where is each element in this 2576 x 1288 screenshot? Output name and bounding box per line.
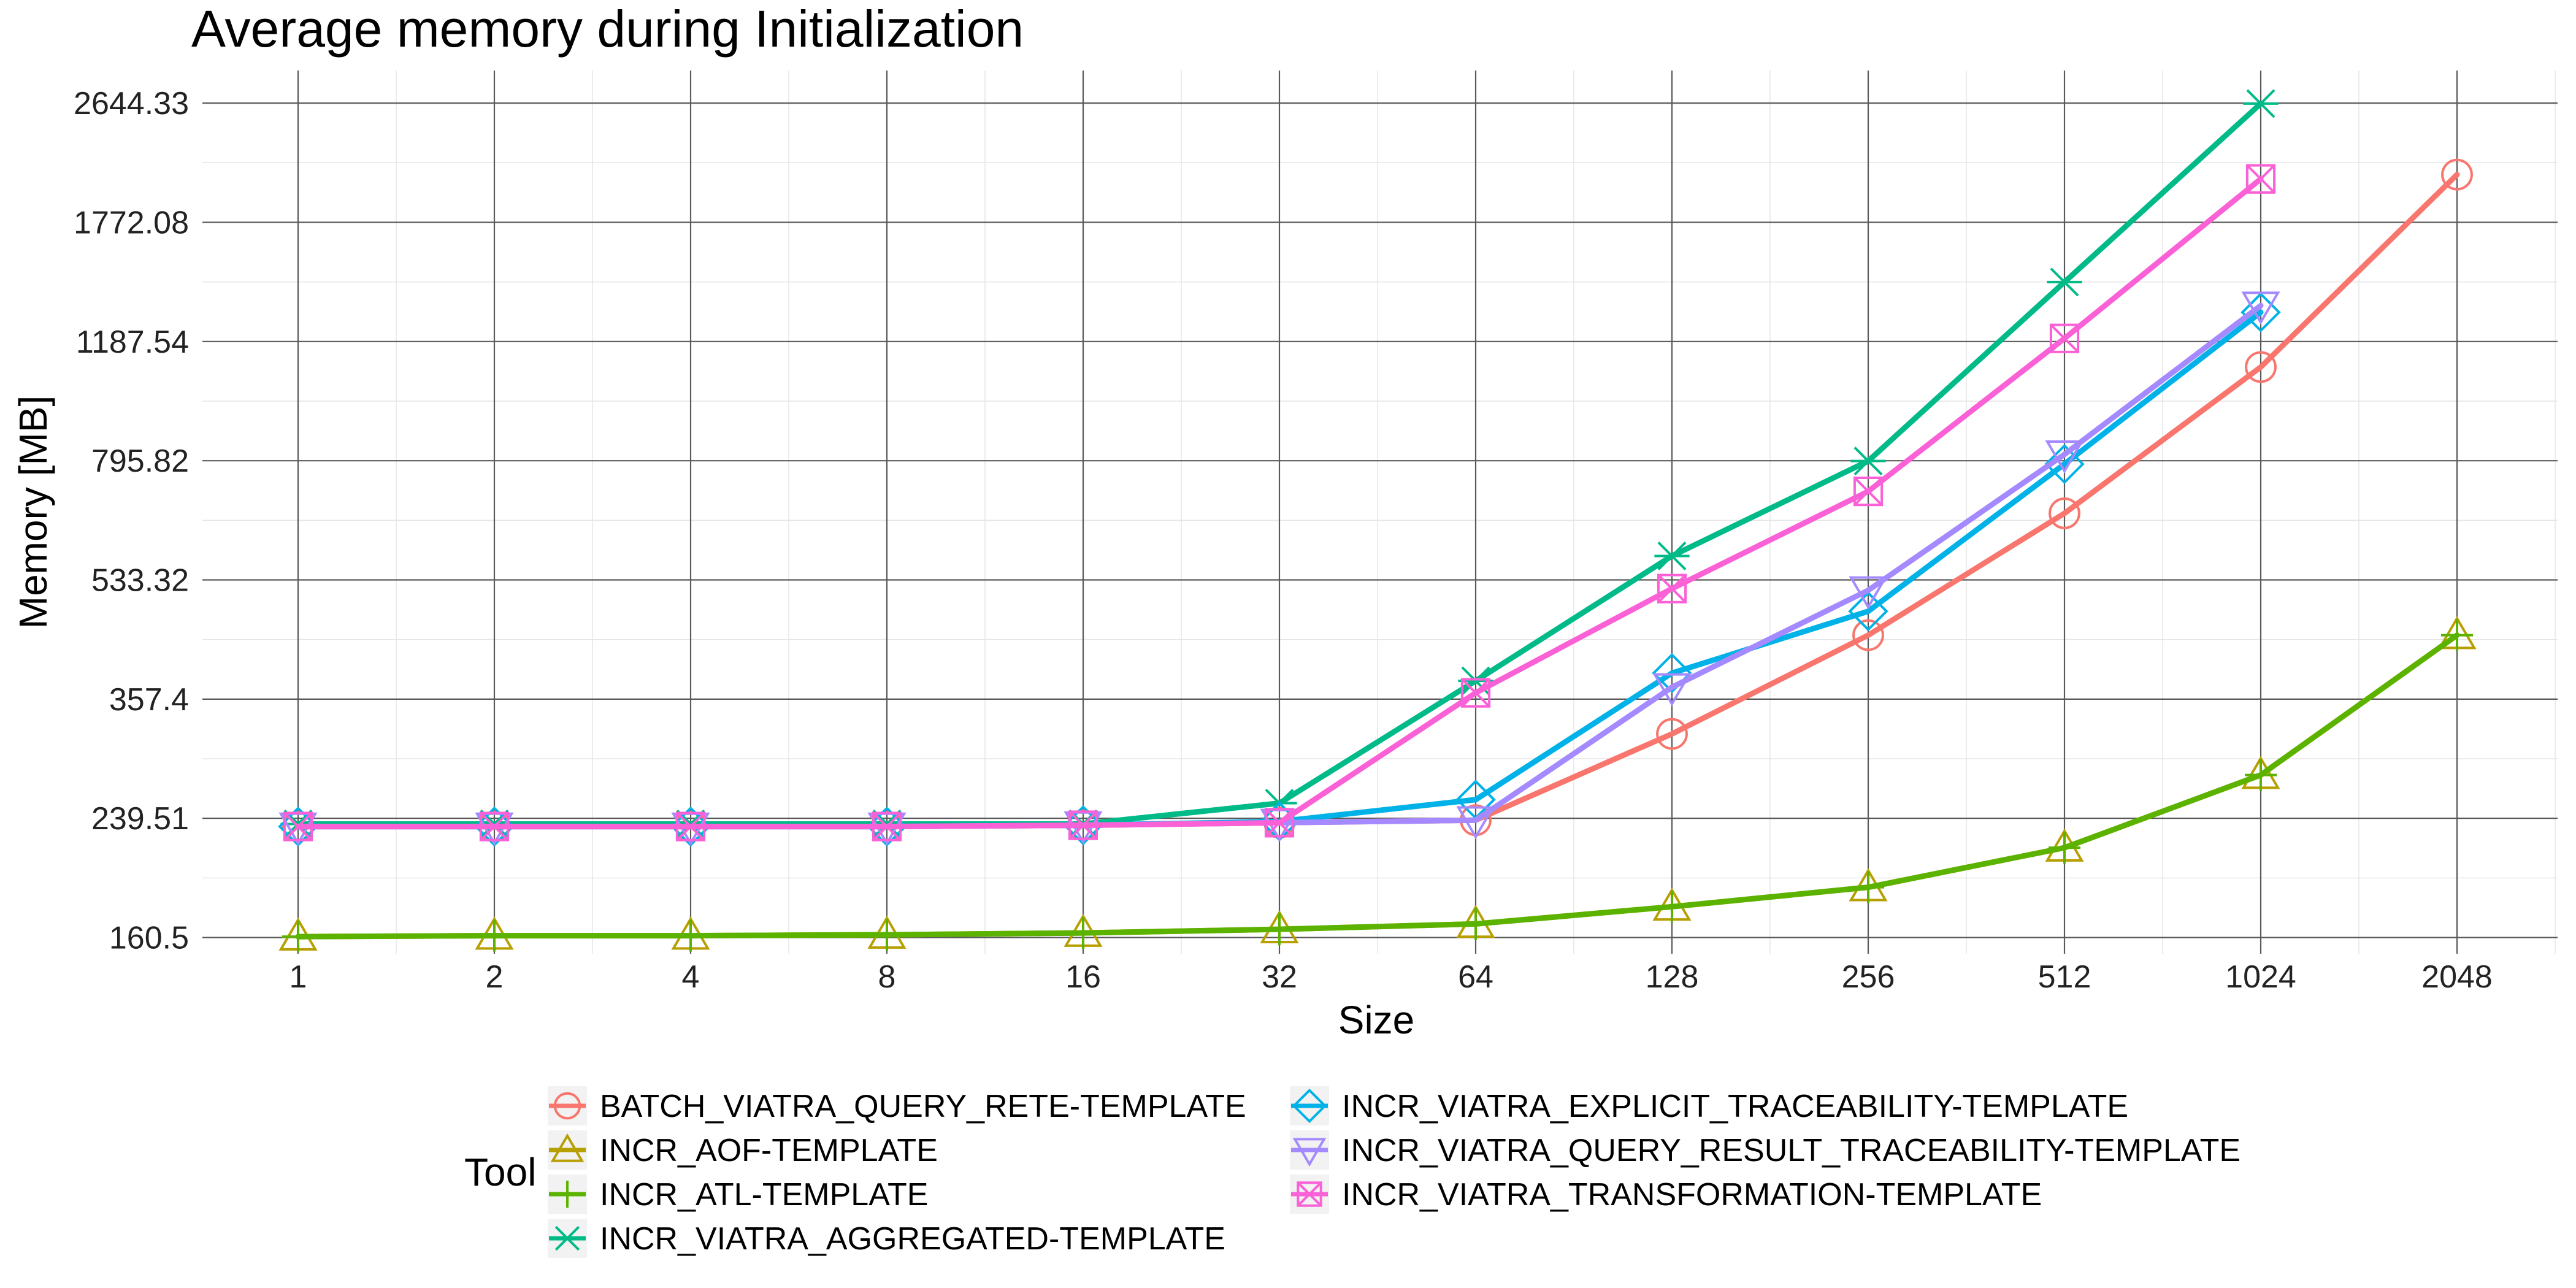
x-tick-label: 1024	[2225, 959, 2296, 995]
data-point	[1852, 619, 1884, 651]
legend-item: INCR_VIATRA_AGGREGATED-TEMPLATE	[548, 1219, 1225, 1258]
data-point	[2049, 323, 2080, 353]
y-tick-label: 160.5	[109, 921, 189, 956]
data-point	[2044, 443, 2085, 485]
legend-item: INCR_VIATRA_TRANSFORMATION-TEMPLATE	[1290, 1175, 2042, 1214]
x-tick-label: 16	[1065, 959, 1101, 995]
data-point	[553, 1092, 581, 1120]
x-tick-label: 2048	[2421, 959, 2493, 995]
data-point	[2045, 440, 2084, 474]
legend-items: BATCH_VIATRA_QUERY_RETE-TEMPLATE INCR_AOF…	[548, 1086, 2241, 1258]
legend-label: BATCH_VIATRA_QUERY_RETE-TEMPLATE	[600, 1089, 1246, 1124]
data-point	[1263, 913, 1295, 946]
series-line	[295, 632, 2460, 940]
data-point	[2241, 291, 2280, 325]
data-point	[2441, 158, 2473, 191]
data-point	[2441, 619, 2473, 651]
legend-label: INCR_ATL-TEMPLATE	[600, 1177, 929, 1213]
data-point	[478, 919, 510, 952]
data-point	[2049, 832, 2080, 864]
data-point	[1849, 576, 1888, 610]
legend-label: INCR_VIATRA_QUERY_RESULT_TRACEABILITY-TE…	[1342, 1133, 2241, 1168]
y-axis-title: Memory [MB]	[11, 396, 55, 629]
x-axis-title: Size	[1338, 998, 1415, 1042]
data-point	[1652, 653, 1692, 694]
y-tick-label: 533.32	[91, 563, 189, 599]
data-point	[1850, 447, 1886, 476]
legend: Tool BATCH_VIATRA_QUERY_RETE-TEMPLATE INC…	[464, 1086, 2241, 1258]
data-point	[2245, 351, 2277, 383]
x-axis-tick-labels: 1 2 4 8 16 32 64 128 256 512 1024 2048	[289, 959, 2493, 995]
data-point	[1297, 1181, 1322, 1207]
x-tick-label: 512	[2038, 959, 2091, 995]
x-tick-label: 2	[486, 959, 504, 995]
data-point	[1852, 871, 1884, 903]
data-point	[675, 811, 706, 841]
data-point	[1460, 678, 1491, 708]
data-point	[2243, 89, 2279, 118]
y-axis-tick-labels: 160.5 239.51 357.4 533.32 795.82 1187.54 1772.…	[74, 86, 189, 956]
data-point	[1652, 673, 1692, 707]
legend-label: INCR_VIATRA_EXPLICIT_TRACEABILITY-TEMPLA…	[1342, 1089, 2128, 1124]
y-tick-label: 239.51	[91, 801, 189, 837]
x-tick-label: 8	[878, 959, 896, 995]
x-tick-label: 64	[1458, 959, 1493, 995]
x-tick-label: 256	[1842, 959, 1895, 995]
legend-item: BATCH_VIATRA_QUERY_RETE-TEMPLATE	[548, 1086, 1246, 1125]
data-point	[554, 1181, 581, 1208]
legend-label: INCR_VIATRA_AGGREGATED-TEMPLATE	[600, 1221, 1225, 1257]
data-point	[552, 1225, 583, 1251]
data-point	[675, 919, 707, 952]
data-point	[2049, 497, 2080, 529]
x-tick-label: 4	[682, 959, 700, 995]
legend-item: INCR_AOF-TEMPLATE	[548, 1130, 938, 1170]
x-tick-label: 32	[1262, 959, 1297, 995]
minor-gridlines	[202, 71, 2558, 954]
chart-title: Average memory during Initialization	[191, 0, 1024, 58]
series-layer	[278, 89, 2477, 953]
data-point	[550, 1133, 585, 1162]
data-point	[1068, 810, 1098, 840]
data-point	[282, 921, 314, 953]
legend-item: INCR_ATL-TEMPLATE	[548, 1175, 929, 1214]
legend-title: Tool	[464, 1150, 536, 1194]
y-tick-label: 357.4	[109, 682, 189, 718]
data-point	[2245, 759, 2277, 791]
data-point	[1656, 718, 1688, 750]
data-point	[1853, 477, 1884, 507]
y-tick-label: 795.82	[91, 443, 189, 479]
y-tick-label: 2644.33	[74, 86, 189, 121]
legend-label: INCR_VIATRA_TRANSFORMATION-TEMPLATE	[1342, 1177, 2042, 1213]
legend-item: INCR_VIATRA_EXPLICIT_TRACEABILITY-TEMPLA…	[1290, 1086, 2128, 1125]
data-point	[1067, 917, 1099, 949]
x-tick-label: 128	[1646, 959, 1699, 995]
data-point	[2047, 267, 2082, 297]
data-point	[1848, 591, 1888, 632]
data-point	[872, 811, 902, 841]
data-point	[2245, 164, 2276, 194]
data-point	[1292, 1138, 1327, 1167]
series-incr-atl-template	[282, 619, 2473, 953]
data-point	[871, 919, 903, 951]
series-incr-viatra-transformation-template	[283, 164, 2276, 841]
data-point	[1292, 1088, 1327, 1124]
y-tick-label: 1187.54	[76, 324, 189, 360]
legend-item: INCR_VIATRA_QUERY_RESULT_TRACEABILITY-TE…	[1290, 1130, 2241, 1170]
data-point	[2241, 292, 2281, 332]
data-point	[1456, 806, 1495, 840]
data-point	[479, 811, 510, 841]
data-point	[1264, 808, 1295, 838]
data-point	[1656, 891, 1688, 923]
data-point	[1654, 541, 1690, 570]
data-point	[283, 811, 313, 841]
data-point	[1657, 573, 1687, 604]
y-tick-label: 1772.08	[74, 205, 189, 240]
data-point	[1460, 908, 1492, 940]
legend-label: INCR_AOF-TEMPLATE	[600, 1133, 938, 1168]
x-tick-label: 1	[289, 959, 307, 995]
